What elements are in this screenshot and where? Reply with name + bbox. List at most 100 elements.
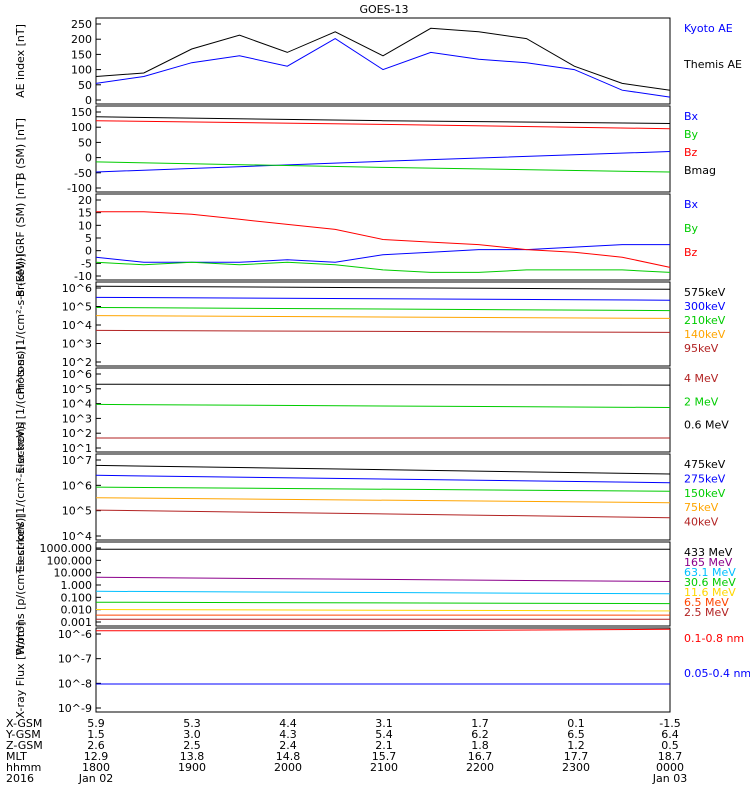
- legend-entry: 140keV: [684, 328, 726, 341]
- footer-cell: 0000: [656, 761, 684, 774]
- y-tick-label: -100: [67, 182, 92, 195]
- y-tick-label: 10^6: [62, 368, 92, 381]
- y-tick-label: 10^-6: [58, 628, 92, 641]
- legend-entry: 4 MeV: [684, 372, 719, 385]
- y-tick-label: 5: [85, 232, 92, 245]
- y-tick-label: 1.000: [61, 579, 93, 592]
- panel-frame: [95, 105, 671, 193]
- series-line: [95, 590, 671, 595]
- legend-entry: 63.1 MeV: [684, 566, 736, 579]
- y-tick-label: 10^6: [62, 282, 92, 295]
- y-tick-label: 100: [71, 64, 92, 77]
- series-line: [95, 609, 671, 612]
- panel-frame: [95, 193, 671, 281]
- plot-title: GOES-13: [359, 3, 408, 16]
- series-line: [95, 161, 671, 173]
- footer-cell: 2100: [370, 761, 398, 774]
- series-line: [95, 116, 671, 124]
- y-tick-label: 100: [71, 121, 92, 134]
- series-line: [95, 576, 671, 582]
- footer-row-label: 2016: [6, 772, 34, 785]
- y-tick-label: 0.001: [61, 616, 93, 629]
- y-tick-label: 10^5: [62, 301, 92, 314]
- y-tick-label: 10^4: [62, 398, 92, 411]
- footer-cell: Jan 02: [78, 772, 113, 785]
- y-axis-label: Electrons [1/(cm²-s-sr)]: [14, 346, 27, 473]
- y-axis-label: Electrons [1/(cm²-s-sr-keV)]: [14, 422, 27, 573]
- y-tick-label: -5: [81, 257, 92, 270]
- y-axis-label: B (SM)-IGRF (SM) [nT]: [14, 177, 27, 297]
- y-tick-label: -10: [74, 270, 92, 283]
- series-line: [95, 120, 671, 130]
- footer-cell: 1800: [82, 761, 110, 774]
- y-tick-label: 10^6: [62, 479, 92, 492]
- y-tick-label: 0.010: [61, 604, 93, 617]
- y-tick-label: 10^5: [62, 505, 92, 518]
- legend-entry: 2.5 MeV: [684, 606, 729, 619]
- footer-cell: 16.7: [468, 750, 493, 763]
- legend-entry: 275keV: [684, 472, 726, 485]
- footer-cell: 5.9: [87, 717, 105, 730]
- y-tick-label: 10^-9: [58, 702, 92, 715]
- footer-cell: 2200: [466, 761, 494, 774]
- y-tick-label: 1000.000: [40, 542, 93, 555]
- panel-b_sm: 150 100 50 0 -50 -100 B (SM) [nT] Bx By Bz Bmag: [14, 105, 716, 195]
- series-line: [95, 329, 671, 333]
- y-tick-label: -50: [74, 167, 92, 180]
- series-line: [95, 261, 671, 273]
- y-tick-label: 10^-7: [58, 653, 92, 666]
- legend-entry: 0.05-0.4 nm: [684, 667, 750, 680]
- legend-entry: 0.6 MeV: [684, 419, 729, 432]
- panel-ae_index: 250 200 150 100 50 0 AE index [nT] Kyoto AE Them…: [14, 17, 742, 107]
- panel-frame: [95, 17, 671, 105]
- footer-cell: 2300: [562, 761, 590, 774]
- footer-cell: 1.5: [87, 728, 105, 741]
- footer-cell: 4.3: [279, 728, 297, 741]
- y-axis-label: B (SM) [nT]: [14, 118, 27, 180]
- panel-frame: [95, 627, 671, 713]
- legend-entry: Bmag: [684, 164, 716, 177]
- legend-entry: 165 MeV: [684, 556, 733, 569]
- footer-cell: 18.7: [658, 750, 683, 763]
- series-line: [95, 509, 671, 519]
- footer-cell: 6.4: [661, 728, 679, 741]
- footer-row-label: MLT: [6, 750, 27, 763]
- footer-cell: 1.2: [567, 739, 585, 752]
- footer-cell: 5.3: [183, 717, 201, 730]
- footer-cell: 5.4: [375, 728, 393, 741]
- panel-protons_high: 1000.000100.00010.0001.0000.1000.0100.00…: [14, 513, 736, 654]
- footer-row-label: Z-GSM: [6, 739, 43, 752]
- series-line: [95, 474, 671, 484]
- footer-cell: 6.2: [471, 728, 489, 741]
- panel-frame: [95, 367, 671, 453]
- footer-cell: 3.0: [183, 728, 201, 741]
- series-line: [95, 464, 671, 475]
- y-tick-label: 10^2: [62, 427, 92, 440]
- footer-cell: 3.1: [375, 717, 393, 730]
- footer-cell: 1.8: [471, 739, 489, 752]
- series-line: [96, 628, 671, 632]
- footer-cell: 13.8: [180, 750, 205, 763]
- footer-cell: -1.5: [659, 717, 680, 730]
- panel-frame: [95, 541, 671, 627]
- legend-entry: 433 MeV: [684, 546, 733, 559]
- legend-entry: 75keV: [684, 501, 719, 514]
- y-tick-label: 10^3: [62, 412, 92, 425]
- panel-electrons_kev: 10^7 10^6 10^5 10^4 Electrons [1/(cm²-s-sr-k…: [14, 422, 726, 573]
- legend-entry: Themis AE: [683, 58, 742, 71]
- legend-entry: 11.6 MeV: [684, 586, 736, 599]
- legend-entry: Kyoto AE: [684, 22, 733, 35]
- footer-cell: 2.4: [279, 739, 297, 752]
- y-tick-label: 100.000: [47, 554, 93, 567]
- legend-entry: 475keV: [684, 458, 726, 471]
- y-tick-label: 10: [78, 219, 92, 232]
- footer-cell: 1900: [178, 761, 206, 774]
- legend-entry: 30.6 MeV: [684, 576, 736, 589]
- footer-row-label: Y-GSM: [5, 728, 41, 741]
- footer-cell: 0.5: [661, 739, 679, 752]
- legend-entry: By: [684, 128, 699, 141]
- y-tick-label: 0.100: [61, 591, 93, 604]
